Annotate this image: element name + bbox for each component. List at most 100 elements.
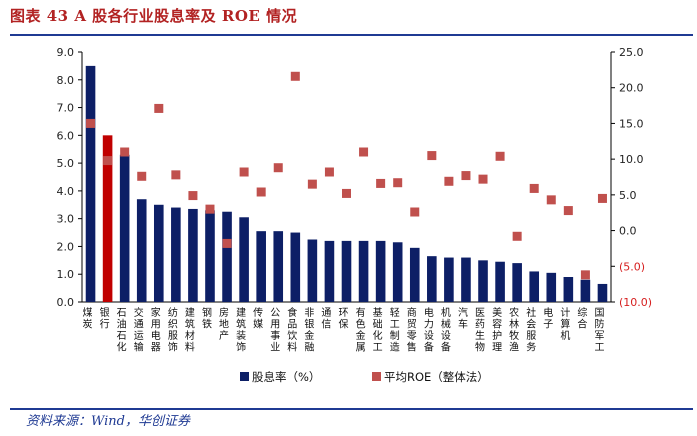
right-tick-label-3: 5.0 bbox=[619, 189, 637, 202]
bar-12 bbox=[290, 232, 301, 302]
category-label-20: 电力设备 bbox=[424, 306, 434, 354]
bar-22 bbox=[461, 257, 471, 302]
bar-29 bbox=[580, 279, 591, 302]
category-label-13: 非银金融 bbox=[304, 307, 314, 354]
category-label-10: 传媒 bbox=[253, 307, 263, 331]
bar-4 bbox=[153, 204, 164, 302]
category-label-9: 建筑装饰 bbox=[236, 306, 246, 354]
left-tick-label-1: 1.0 bbox=[57, 268, 75, 281]
roe-point-22 bbox=[461, 171, 471, 181]
roe-point-9 bbox=[239, 167, 249, 177]
category-label-2: 石油石化 bbox=[117, 308, 127, 354]
roe-point-3 bbox=[137, 171, 147, 181]
category-label-0: 煤炭 bbox=[83, 306, 93, 331]
category-label-27: 电子 bbox=[543, 306, 553, 331]
bar-8 bbox=[222, 211, 232, 302]
category-label-3: 交通运输 bbox=[134, 306, 144, 354]
category-label-21: 机械设备 bbox=[441, 306, 451, 354]
bar-5 bbox=[171, 207, 181, 302]
bar-2 bbox=[119, 154, 130, 302]
roe-point-11 bbox=[273, 163, 283, 173]
roe-point-29 bbox=[580, 270, 590, 280]
category-label-4: 家用电器 bbox=[151, 306, 161, 354]
category-label-18: 轻工制造 bbox=[390, 306, 400, 354]
left-tick-label-3: 3.0 bbox=[57, 213, 75, 226]
bar-15 bbox=[341, 240, 352, 302]
bar-0 bbox=[85, 65, 96, 302]
category-label-24: 美容护理 bbox=[492, 306, 502, 354]
category-label-layer: 煤炭银行石油石化交通运输家用电器纺织服饰建筑材料钢铁房地产建筑装饰传媒公用事业食… bbox=[83, 306, 605, 354]
roe-point-4 bbox=[154, 103, 164, 113]
bar-27 bbox=[546, 272, 557, 302]
category-label-5: 纺织服饰 bbox=[168, 306, 178, 354]
bar-28 bbox=[563, 277, 574, 302]
roe-point-13 bbox=[307, 179, 317, 189]
bar-13 bbox=[307, 239, 318, 302]
roe-point-7 bbox=[205, 204, 215, 214]
category-label-12: 食品饮料 bbox=[287, 306, 297, 354]
bar-16 bbox=[358, 240, 369, 302]
bar-26 bbox=[529, 271, 540, 302]
roe-point-0 bbox=[86, 118, 96, 128]
roe-point-2 bbox=[120, 147, 130, 157]
chart-title: 图表 43 A 股各行业股息率及 ROE 情况 bbox=[10, 7, 298, 25]
category-label-1: 银行 bbox=[100, 306, 110, 331]
category-label-14: 通信 bbox=[321, 307, 331, 331]
bar-3 bbox=[136, 199, 147, 302]
right-tick-label-0: (10.0) bbox=[619, 296, 652, 309]
roe-point-5 bbox=[171, 170, 181, 180]
left-tick-label-4: 4.0 bbox=[57, 185, 75, 198]
left-tick-label-9: 9.0 bbox=[57, 46, 75, 59]
roe-point-18 bbox=[393, 178, 403, 188]
right-tick-label-7: 25.0 bbox=[619, 46, 644, 59]
roe-point-30 bbox=[597, 193, 607, 203]
left-tick-label-7: 7.0 bbox=[57, 102, 75, 115]
roe-point-23 bbox=[478, 174, 488, 184]
category-label-17: 基础化工 bbox=[373, 306, 383, 354]
roe-point-17 bbox=[376, 178, 386, 188]
roe-point-16 bbox=[359, 147, 369, 157]
bar-25 bbox=[512, 263, 522, 302]
right-tick-label-5: 15.0 bbox=[619, 117, 644, 130]
legend: 股息率（%） 平均ROE（整体法） bbox=[240, 370, 489, 384]
bar-14 bbox=[324, 240, 335, 302]
bar-layer bbox=[85, 65, 608, 302]
category-label-26: 社会服务 bbox=[526, 306, 536, 354]
roe-point-25 bbox=[512, 231, 522, 241]
roe-point-8 bbox=[222, 238, 232, 248]
bar-1 bbox=[102, 135, 113, 302]
roe-point-14 bbox=[324, 167, 334, 177]
roe-point-24 bbox=[495, 151, 505, 161]
chart-area: 0.0 1.0 2.0 3.0 4.0 5.0 6.0 7.0 8.0 9.0 (10.0) (5.0… bbox=[57, 46, 653, 384]
left-tick-label-2: 2.0 bbox=[57, 240, 75, 253]
bar-30 bbox=[597, 283, 608, 302]
source-rule bbox=[10, 408, 693, 410]
legend-label-dividend: 股息率（%） bbox=[252, 370, 320, 384]
legend-swatch-dividend bbox=[240, 372, 249, 381]
category-label-6: 建筑材料 bbox=[185, 306, 195, 354]
roe-point-10 bbox=[256, 187, 266, 197]
right-tick-label-2: 0.0 bbox=[619, 225, 637, 238]
roe-point-1 bbox=[103, 156, 113, 166]
bar-17 bbox=[375, 240, 386, 302]
bar-24 bbox=[495, 261, 505, 302]
tick-layer: 0.0 1.0 2.0 3.0 4.0 5.0 6.0 7.0 8.0 9.0 (10.0) (5.0… bbox=[57, 46, 653, 309]
left-tick-label-0: 0.0 bbox=[57, 296, 75, 309]
category-label-28: 计算机 bbox=[560, 306, 570, 342]
category-label-8: 房地产 bbox=[219, 306, 229, 342]
category-label-30: 国防军工 bbox=[594, 307, 604, 354]
right-tick-label-4: 10.0 bbox=[619, 153, 644, 166]
bar-18 bbox=[392, 242, 403, 302]
bar-20 bbox=[427, 256, 437, 302]
left-tick-label-6: 6.0 bbox=[57, 129, 75, 142]
left-tick-label-5: 5.0 bbox=[57, 157, 75, 170]
category-label-29: 综合 bbox=[577, 306, 587, 331]
category-label-15: 环保 bbox=[339, 308, 349, 331]
bar-11 bbox=[273, 231, 284, 302]
bar-10 bbox=[256, 231, 266, 302]
category-label-7: 钢铁 bbox=[202, 306, 212, 331]
roe-point-12 bbox=[290, 71, 300, 81]
roe-point-21 bbox=[444, 176, 454, 186]
right-tick-label-1: (5.0) bbox=[619, 260, 645, 273]
source-note: 资料来源：Wind，华创证券 bbox=[26, 414, 190, 429]
